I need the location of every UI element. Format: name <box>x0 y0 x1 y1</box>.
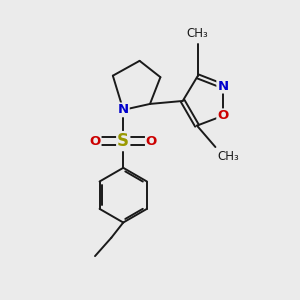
Text: O: O <box>146 135 157 148</box>
Text: N: N <box>217 80 228 93</box>
Text: O: O <box>217 109 228 122</box>
Text: S: S <box>117 132 129 150</box>
Text: N: N <box>118 103 129 116</box>
Text: CH₃: CH₃ <box>187 27 208 40</box>
Text: CH₃: CH₃ <box>218 150 239 163</box>
Text: O: O <box>89 135 100 148</box>
